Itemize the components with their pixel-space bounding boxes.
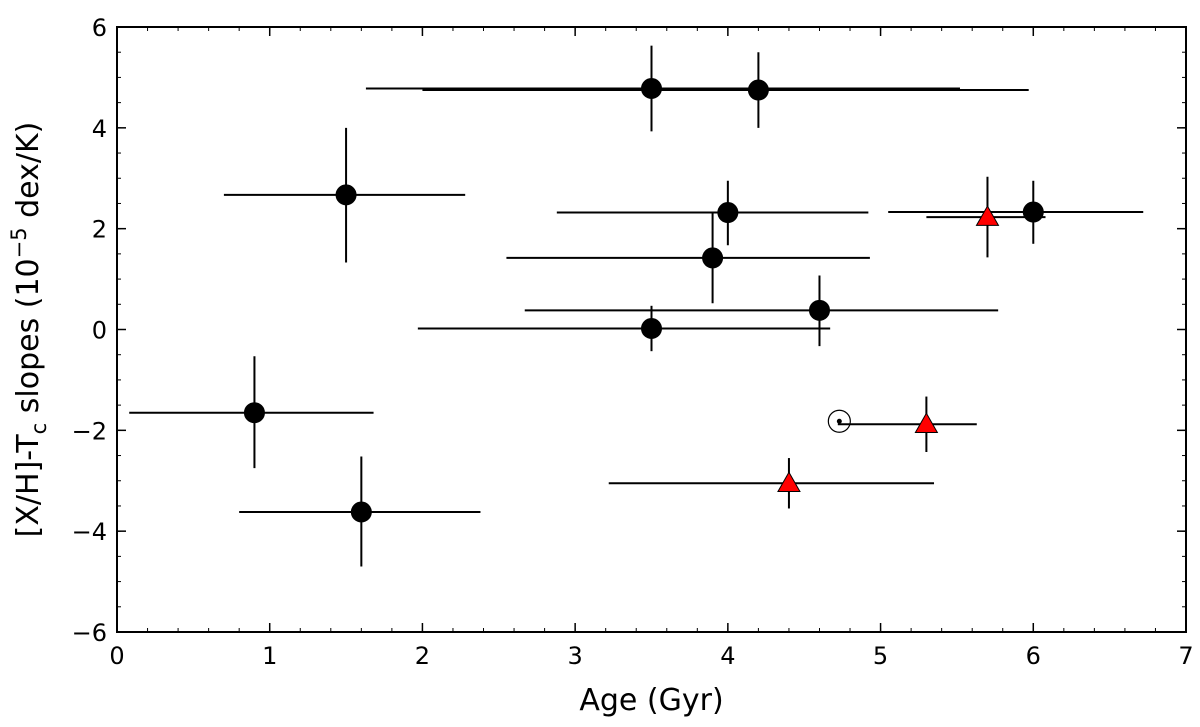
circle-point [808, 299, 830, 321]
sun-symbol-dot [836, 418, 842, 424]
circle-point [243, 402, 265, 424]
y-axis-title: [X/H]-Tc slopes (10−5 dex/K) [7, 122, 51, 538]
circle-point [717, 202, 739, 224]
circle-point [335, 184, 357, 206]
x-tick-label: 5 [873, 642, 888, 670]
x-axis-title: Age (Gyr) [579, 683, 723, 718]
y-axis-title-pre: [X/H]-T [11, 434, 46, 538]
y-axis-title-sup: −5 [7, 227, 31, 258]
sun-symbol-ring [827, 409, 851, 433]
y-tick-label: 6 [92, 14, 107, 42]
tick-labels: 0 1 2 3 4 5 6 7 −6 −4 −2 0 2 4 6 [72, 14, 1194, 670]
x-tick-label: 0 [109, 642, 124, 670]
triangle-point [914, 412, 939, 434]
y-axis-title-sub: c [27, 423, 51, 435]
x-tick-label: 1 [262, 642, 277, 670]
circle-point [747, 79, 769, 101]
data-markers [243, 78, 1044, 523]
circle-point [641, 78, 662, 100]
y-axis-title-post: dex/K) [11, 122, 46, 228]
y-tick-label: 0 [92, 317, 107, 345]
x-tick-label: 6 [1026, 642, 1041, 670]
y-tick-label: −4 [72, 518, 107, 546]
circle-point [702, 247, 724, 269]
plot-frame [116, 26, 1187, 633]
triangle-point [975, 205, 1000, 226]
y-tick-label: 4 [92, 115, 107, 143]
y-axis-title-mid: slopes (10 [11, 258, 46, 422]
circle-point [1022, 201, 1044, 223]
x-tick-label: 3 [568, 642, 583, 670]
x-tick-label: 2 [415, 642, 430, 670]
x-tick-label: 7 [1178, 642, 1193, 670]
y-tick-label: −6 [72, 619, 107, 647]
x-tick-label: 4 [720, 642, 735, 670]
y-tick-label: 2 [92, 216, 107, 244]
circle-point [350, 501, 372, 523]
circle-point [641, 317, 662, 339]
triangle-point [777, 471, 801, 493]
y-tick-label: −2 [72, 417, 107, 445]
